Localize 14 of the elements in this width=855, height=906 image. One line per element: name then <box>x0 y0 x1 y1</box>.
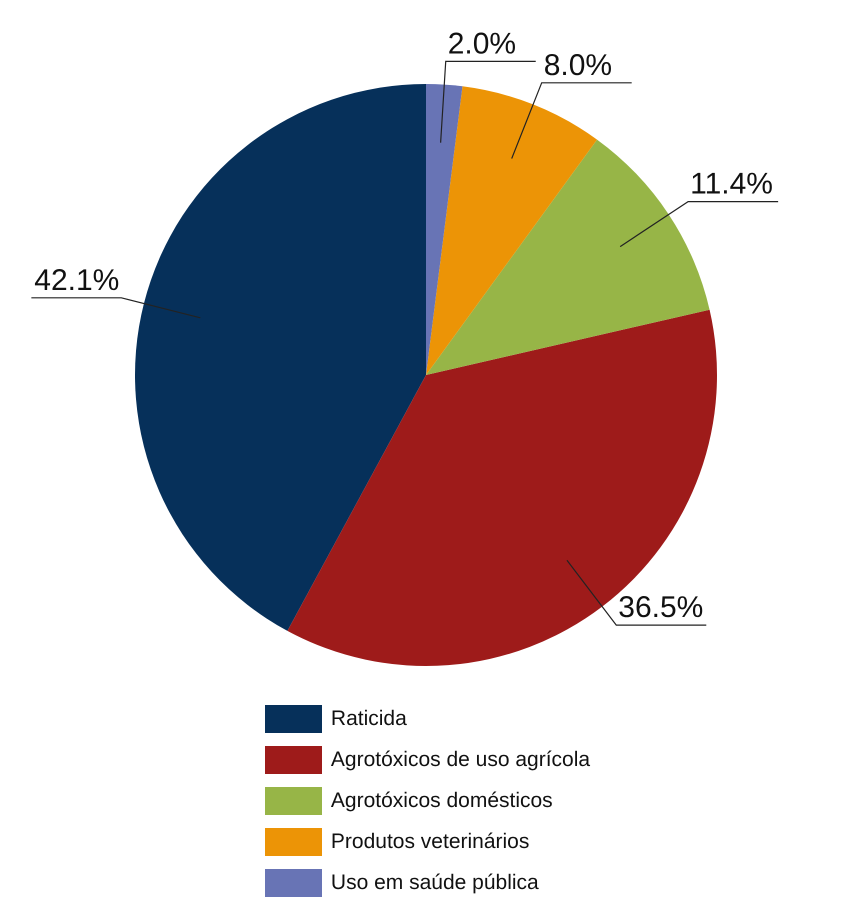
pie-slice <box>136 84 426 631</box>
data-label: 42.1% <box>34 264 120 297</box>
data-label: 11.4% <box>690 168 773 201</box>
legend-label: Agrotóxicos de uso agrícola <box>330 748 590 772</box>
data-label: 36.5% <box>618 591 704 624</box>
pie-slice <box>426 84 462 375</box>
legend-label: Agrotóxicos domésticos <box>330 788 553 812</box>
data-label: 8.0% <box>544 48 612 82</box>
legend-label: Produtos veterinários <box>330 830 530 854</box>
pie-slice <box>287 310 717 666</box>
legend-label: Uso em saúde pública <box>330 870 539 894</box>
data-label: 2.0% <box>448 27 516 60</box>
legend-label: Raticida <box>330 706 407 730</box>
pie-slice <box>426 86 598 375</box>
